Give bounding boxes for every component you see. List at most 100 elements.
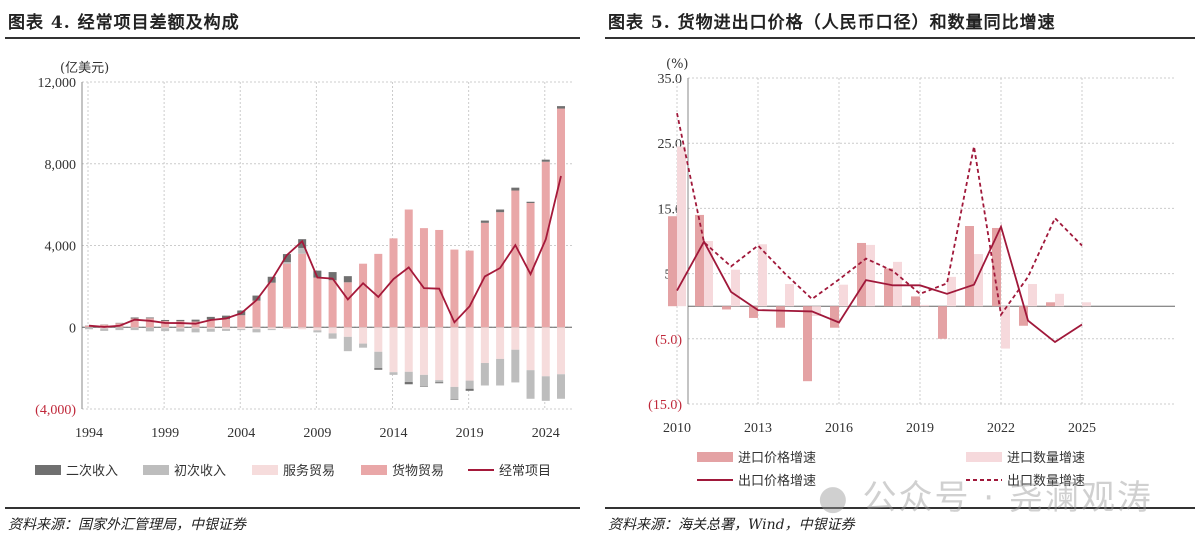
line-出口数量增速 [676,113,1083,317]
bar-货物贸易 [252,300,261,328]
bar-服务贸易 [222,327,231,329]
bar-服务贸易 [130,327,139,328]
right-chart-title: 图表 5. 货物进出口价格（人民币口径）和数量同比增速 [608,13,1056,33]
bar-初次收入 [557,374,565,399]
bar-进口数量增速 [785,284,794,307]
bar-二次收入 [206,316,215,320]
current-account-chart: 12,000 8,000 4,000 0 (4,000) 1994 1999 2004 2009… [35,61,572,479]
unit-label: (亿美元) [60,61,109,76]
bar-初次收入 [313,330,322,333]
bar-进口数量增速 [812,306,821,316]
bar-初次收入 [359,343,368,348]
bar-二次收入 [130,317,139,319]
bar-二次收入 [404,382,413,385]
y-tick-label: 12,000 [38,76,77,91]
bar-初次收入 [480,363,489,386]
bar-进口价格增速 [884,268,893,307]
bar-进口数量增速 [866,244,875,307]
bar-初次收入 [267,329,276,331]
legend-swatch [966,452,1002,462]
bar-初次收入 [282,262,291,264]
bar-服务贸易 [541,327,550,377]
bar-初次收入 [496,358,505,386]
bar-服务贸易 [237,327,246,330]
bar-二次收入 [222,315,231,320]
left-chart-title: 图表 4. 经常项目差额及构成 [8,13,240,33]
bar-服务贸易 [419,327,428,375]
bar-进口数量增速 [1082,302,1091,307]
bar-服务贸易 [450,327,459,387]
bar-货物贸易 [313,277,322,328]
legend-swatch [143,465,169,475]
bar-二次收入 [313,270,322,278]
bar-初次收入 [85,327,93,330]
bar-货物贸易 [145,318,154,328]
bar-二次收入 [252,295,261,301]
legend-label: 经常项目 [499,464,551,479]
left-source-note: 资料来源：国家外汇管理局，中银证券 [8,517,246,533]
bar-初次收入 [206,328,215,332]
bar-服务贸易 [161,327,170,329]
bar-货物贸易 [450,249,459,328]
bar-货物贸易 [511,190,520,328]
bar-初次收入 [435,380,444,383]
bar-货物贸易 [359,263,368,328]
bar-服务贸易 [496,327,505,359]
bar-服务贸易 [328,327,337,334]
x-tick-label: 2019 [906,421,934,436]
bar-服务贸易 [298,327,307,330]
bar-货物贸易 [541,161,550,328]
bar-进口价格增速 [911,296,920,307]
bar-服务贸易 [100,327,109,329]
watermark-text: 公众号 · 尧澜观涛 [862,478,1153,518]
bar-二次收入 [511,187,520,191]
x-tick-label: 2022 [987,421,1015,436]
bar-进口价格增速 [830,306,839,328]
x-tick-label: 2013 [744,421,772,436]
bar-初次收入 [541,376,550,401]
y-tick-label: (15.0) [648,398,682,413]
bar-初次收入 [191,328,200,333]
bar-服务贸易 [206,327,215,329]
bar-货物贸易 [130,318,139,328]
bar-货物贸易 [161,320,170,328]
bar-货物贸易 [343,282,352,328]
bar-初次收入 [115,327,124,331]
bar-二次收入 [282,254,291,263]
bar-货物贸易 [526,202,535,328]
bar-服务贸易 [252,327,261,330]
bar-进口价格增速 [938,306,947,339]
watermark: ● 公众号 · 尧澜观涛 [818,478,1153,518]
bar-二次收入 [374,368,383,370]
x-tick-label: 2009 [303,426,331,441]
bar-二次收入 [496,209,505,213]
bar-货物贸易 [222,319,231,328]
left-title-divider [5,37,580,39]
x-tick-label: 2010 [663,421,691,436]
bar-初次收入 [419,374,428,387]
bar-服务贸易 [404,327,413,372]
bar-货物贸易 [176,321,185,328]
bar-货物贸易 [480,222,489,328]
y-tick-label: 25.0 [658,137,683,152]
bar-货物贸易 [557,108,565,328]
bar-二次收入 [450,399,459,400]
bar-二次收入 [419,386,428,387]
bar-进口数量增速 [920,304,929,307]
legend-label: 货物贸易 [392,463,444,479]
bar-货物贸易 [267,282,276,328]
bar-进口数量增速 [1001,306,1010,349]
bar-初次收入 [465,380,474,389]
bar-服务贸易 [435,327,444,381]
x-tick-label: 2019 [456,426,484,441]
x-tick-label: 2016 [825,421,853,436]
x-tick-label: 2025 [1068,421,1096,436]
bar-初次收入 [252,329,261,333]
bar-初次收入 [145,327,154,332]
legend-label: 二次收入 [66,463,118,479]
bar-服务贸易 [389,327,398,373]
bar-进口价格增速 [1046,302,1055,307]
legend-swatch [361,465,387,475]
bar-进口价格增速 [695,214,704,307]
bar-初次收入 [237,329,246,331]
